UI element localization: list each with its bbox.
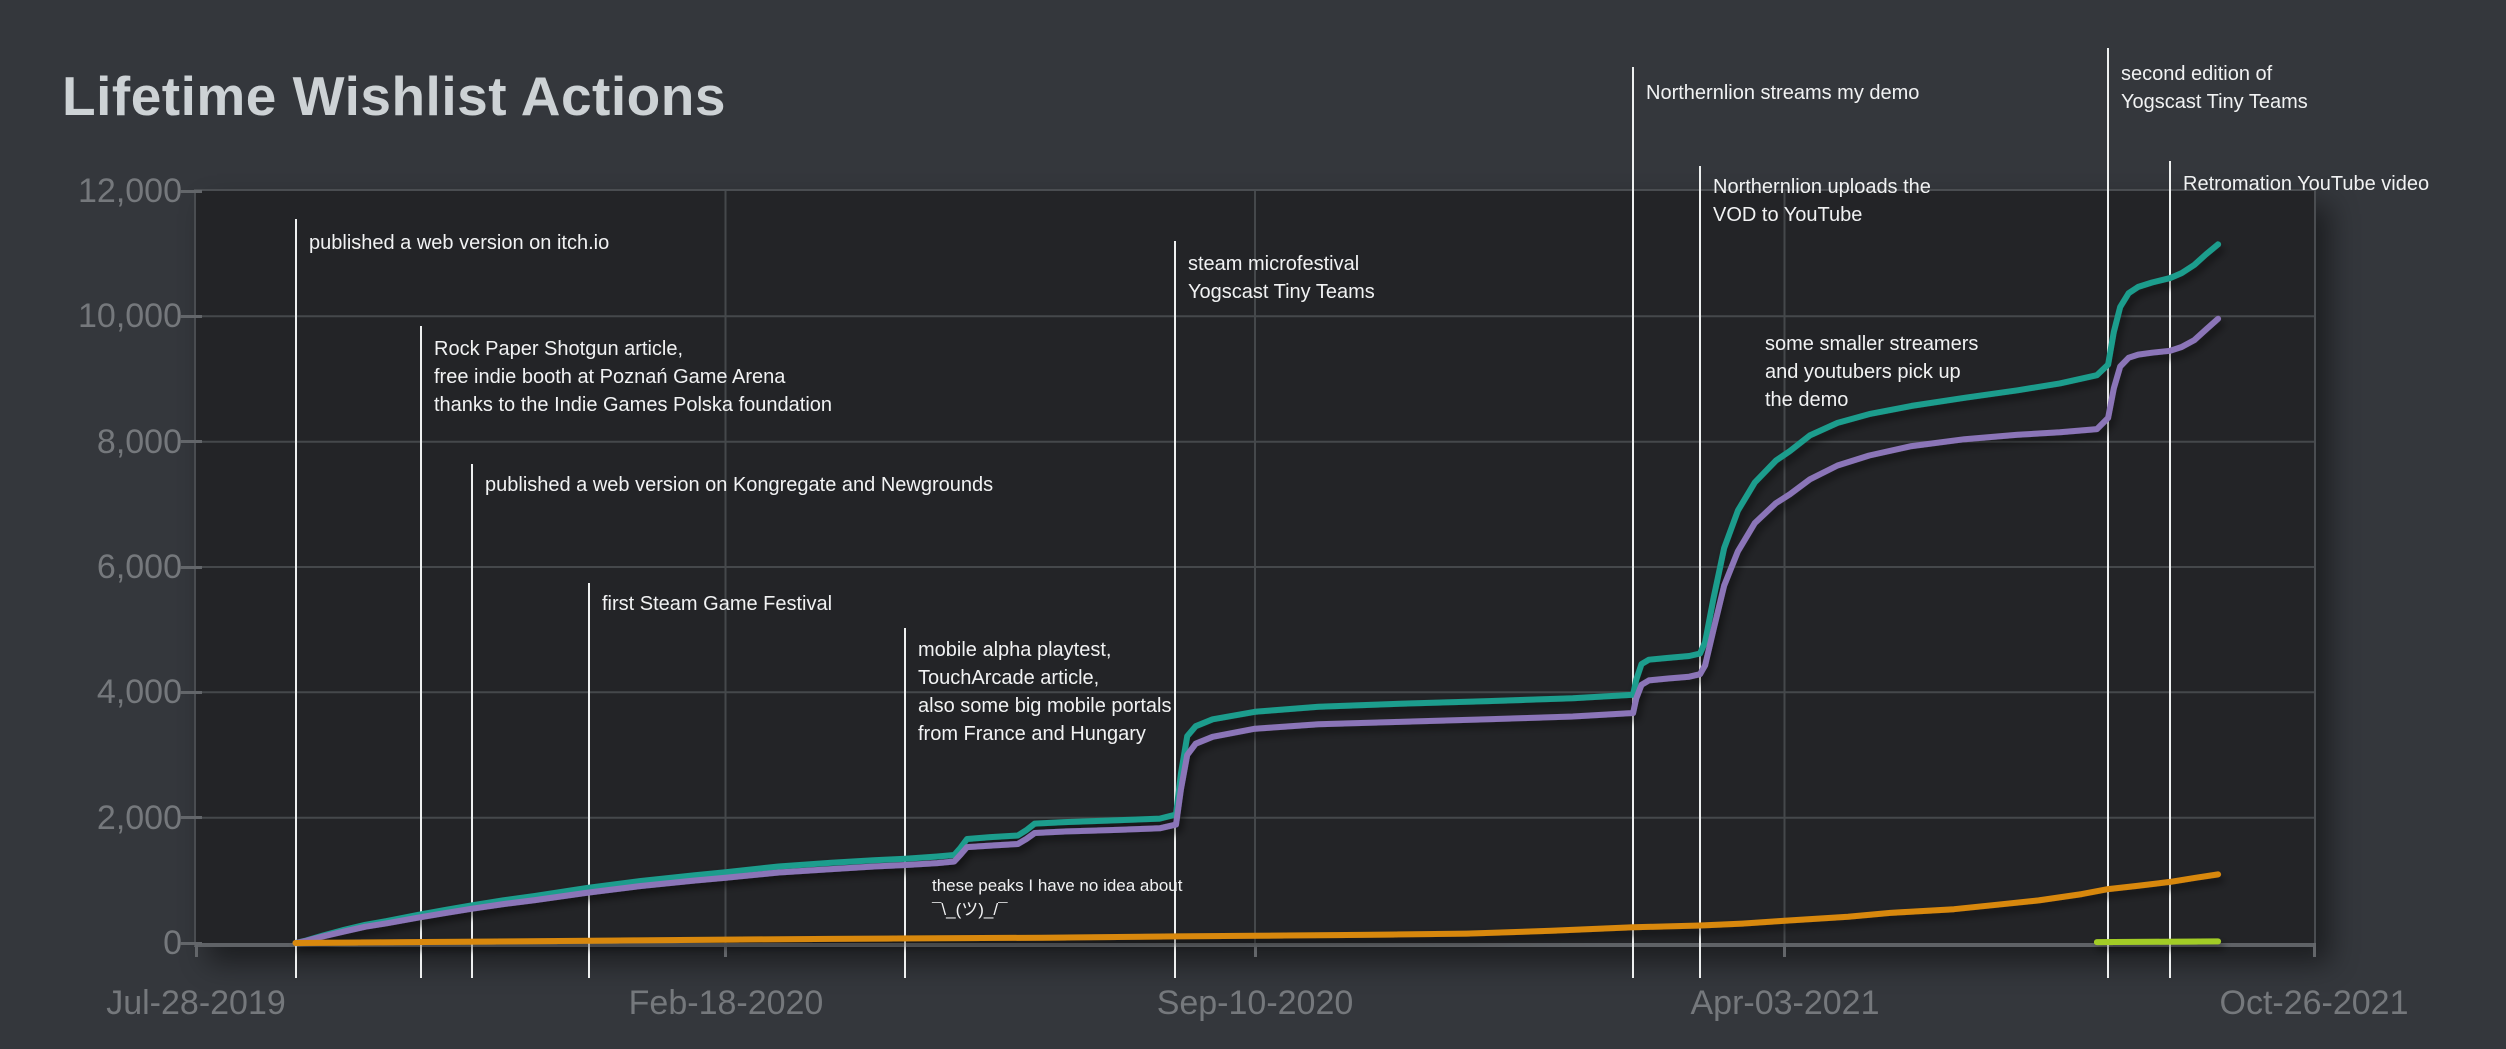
annotation-line bbox=[420, 326, 422, 978]
x-tick-mark bbox=[724, 943, 727, 957]
y-tick-label: 6,000 bbox=[96, 548, 182, 586]
annotation-line bbox=[904, 628, 906, 978]
annotation-label-line: Northernlion streams my demo bbox=[1646, 82, 1920, 104]
annotation-label: Retromation YouTube video bbox=[2183, 170, 2429, 198]
annotation-line bbox=[471, 464, 473, 978]
annotation-label-line: Yogscast Tiny Teams bbox=[2121, 91, 2308, 113]
annotation-line bbox=[1699, 166, 1701, 978]
y-tick-label: 12,000 bbox=[78, 172, 182, 210]
y-tick-mark bbox=[180, 942, 202, 945]
annotation-label: mobile alpha playtest, TouchArcade articl… bbox=[918, 636, 1171, 748]
annotation-label-line: published a web version on Kongregate an… bbox=[485, 474, 994, 496]
annotation-label: published a web version on itch.io bbox=[309, 229, 609, 257]
x-tick-mark bbox=[2313, 943, 2316, 957]
annotation-label-line: thanks to the Indie Games Polska foundat… bbox=[434, 394, 833, 416]
annotation-line bbox=[2107, 48, 2109, 978]
annotation-label-line: the demo bbox=[1765, 389, 1849, 411]
annotation-label: some smaller streamers and youtubers pick… bbox=[1765, 330, 1978, 414]
x-tick-mark bbox=[1254, 943, 1257, 957]
annotation-label: published a web version on Kongregate an… bbox=[485, 471, 993, 499]
chart-title: Lifetime Wishlist Actions bbox=[62, 65, 726, 127]
annotation-label-line: ¯\_(ツ)_/¯ bbox=[932, 900, 1008, 919]
x-tick-label: Sep-10-2020 bbox=[1156, 984, 1354, 1022]
y-tick-mark bbox=[180, 816, 202, 819]
annotation-label-line: and youtubers pick up bbox=[1765, 361, 1961, 383]
y-tick-mark bbox=[180, 566, 202, 569]
annotation-label-line: Rock Paper Shotgun article, bbox=[434, 338, 684, 360]
annotation-label-line: TouchArcade article, bbox=[918, 667, 1100, 689]
y-tick-mark bbox=[180, 440, 202, 443]
y-tick-label: 8,000 bbox=[96, 423, 182, 461]
annotation-label-line: VOD to YouTube bbox=[1713, 204, 1863, 226]
y-tick-mark bbox=[180, 315, 202, 318]
x-tick-label: Feb-18-2020 bbox=[628, 984, 824, 1022]
annotation-label-line: Retromation YouTube video bbox=[2183, 173, 2430, 195]
y-tick-mark bbox=[180, 190, 202, 193]
annotation-label-line: first Steam Game Festival bbox=[602, 593, 833, 615]
annotation-label-line: second edition of bbox=[2121, 63, 2273, 85]
annotation-label: Northernlion uploads the VOD to YouTube bbox=[1713, 173, 1931, 229]
x-tick-label: Apr-03-2021 bbox=[1690, 984, 1880, 1022]
annotation-label-line: Yogscast Tiny Teams bbox=[1188, 281, 1375, 303]
y-tick-label: 0 bbox=[163, 924, 182, 962]
y-tick-label: 10,000 bbox=[78, 297, 182, 335]
annotation-label-line: published a web version on itch.io bbox=[309, 232, 610, 254]
annotation-line bbox=[1632, 67, 1634, 978]
annotation-label-line: from France and Hungary bbox=[918, 723, 1146, 745]
annotation-line bbox=[1174, 241, 1176, 978]
x-tick-mark bbox=[195, 943, 198, 957]
annotation-label: first Steam Game Festival bbox=[602, 590, 832, 618]
annotation-line bbox=[295, 219, 297, 978]
annotation-label: Rock Paper Shotgun article, free indie bo… bbox=[434, 335, 832, 419]
annotation-label: second edition of Yogscast Tiny Teams bbox=[2121, 60, 2308, 116]
annotation-label-line: also some big mobile portals bbox=[918, 695, 1172, 717]
annotation-label-line: Northernlion uploads the bbox=[1713, 176, 1931, 198]
annotation-label-line: mobile alpha playtest, bbox=[918, 639, 1112, 661]
y-tick-label: 4,000 bbox=[96, 673, 182, 711]
annotation-label-line: steam microfestival bbox=[1188, 253, 1360, 275]
y-tick-label: 2,000 bbox=[96, 799, 182, 837]
annotation-line bbox=[2169, 161, 2171, 978]
y-tick-mark bbox=[180, 691, 202, 694]
annotation-label-line: these peaks I have no idea about bbox=[932, 876, 1183, 895]
x-tick-label: Oct-26-2021 bbox=[2219, 984, 2409, 1022]
annotation-label-line: free indie booth at Poznań Game Arena bbox=[434, 366, 786, 388]
x-tick-mark bbox=[1783, 943, 1786, 957]
annotation-line bbox=[588, 583, 590, 978]
annotation-label-line: some smaller streamers bbox=[1765, 333, 1979, 355]
annotation-label: Northernlion streams my demo bbox=[1646, 79, 1919, 107]
annotation-label: steam microfestival Yogscast Tiny Teams bbox=[1188, 250, 1375, 306]
x-tick-label: Jul-28-2019 bbox=[106, 984, 286, 1022]
annotation-label: these peaks I have no idea about ¯\_(ツ)_/… bbox=[932, 874, 1182, 922]
